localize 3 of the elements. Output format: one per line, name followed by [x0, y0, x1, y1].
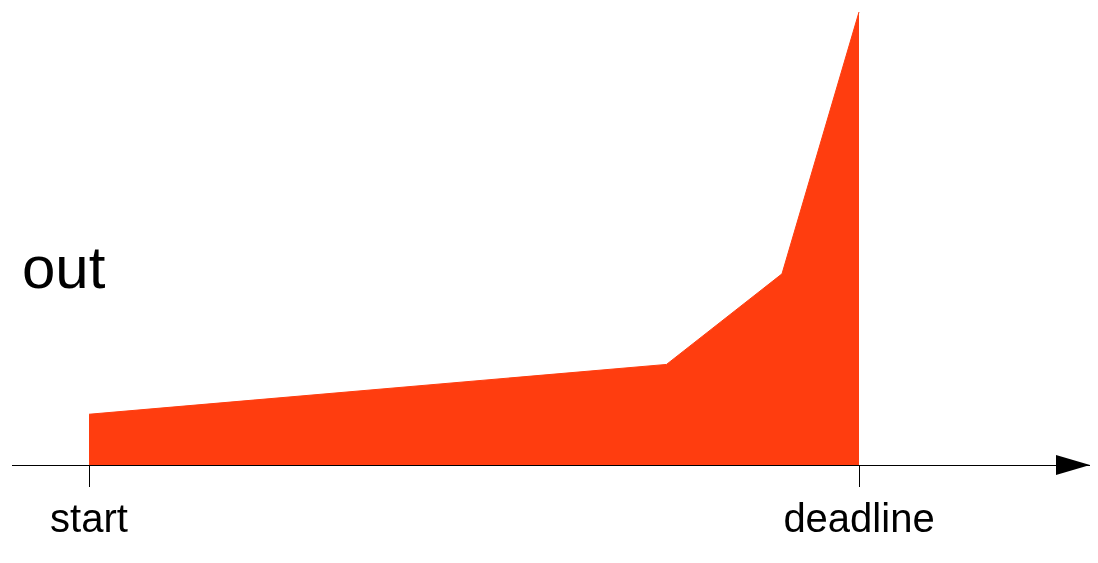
x-tick-label: start [50, 496, 128, 541]
x-tick-label: deadline [783, 496, 935, 541]
y-axis-title: out [22, 233, 106, 301]
